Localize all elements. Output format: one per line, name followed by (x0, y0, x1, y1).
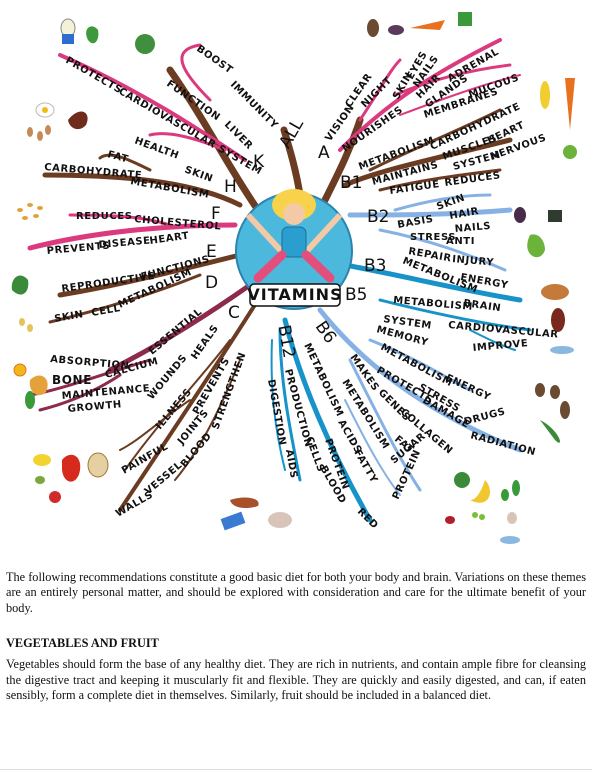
word-heart-f: HEART (149, 231, 190, 247)
central-image: VITAMINS (235, 189, 353, 310)
vitamin-all: ALL (275, 115, 308, 152)
word-nails-b2: NAILS (454, 221, 491, 235)
word-carbohydrate-h: CARBOHYDRATE (44, 162, 143, 182)
word-injury: INJURY (452, 254, 495, 269)
word-skin-k: SKIN (183, 164, 214, 184)
grains-icon (17, 203, 43, 220)
body-paragraph: Vegetables should form the base of any h… (6, 657, 586, 703)
sun-icon (13, 363, 27, 377)
word-improve: IMPROVE (472, 338, 528, 354)
pepper-icon (62, 454, 81, 482)
word-metabolism-b12: METABOLISM (301, 342, 345, 419)
branch-k-protects (58, 53, 247, 162)
almonds-icon (27, 125, 51, 141)
egg-cup-icon (60, 18, 76, 44)
intro-paragraph: The following recommendations constitute… (6, 570, 586, 615)
vitamin-d: D (205, 273, 218, 293)
broccoli-icon (454, 472, 470, 488)
kiwi-icon (35, 476, 45, 484)
vitamin-e: E (206, 242, 217, 262)
word-aids: AIDS (283, 449, 299, 480)
banana-icon (470, 480, 490, 503)
word-growth: GROWTH (67, 399, 122, 415)
pear-icon (527, 234, 545, 258)
word-stress-b2: STRESS (410, 232, 456, 243)
vitamin-b12: B12 (273, 323, 298, 359)
vitamins-mind-map: VITAMINS K ALL A H B1 F B2 E B3 D B5 C B… (11, 12, 577, 544)
leafy-green-icon (11, 275, 29, 295)
leaf-icon (86, 26, 99, 44)
branch-a (338, 38, 502, 152)
vitamin-b2: B2 (367, 207, 389, 227)
vitamin-c: C (228, 303, 240, 323)
word-cell: CELL (91, 303, 122, 319)
vitamin-b1: B1 (340, 173, 362, 193)
word-brain: BRAIN (463, 298, 502, 314)
berries-icon (548, 210, 562, 222)
greens-icon (458, 12, 472, 26)
cabbage-icon (135, 34, 155, 54)
fish-small-icon (500, 536, 520, 544)
apricot-icon (29, 375, 48, 396)
lemon-icon (33, 454, 51, 466)
word-fat: FAT (106, 149, 129, 165)
tin-icon (220, 511, 246, 531)
leaf-small-icon (25, 391, 35, 409)
word-reduces-f: REDUCES (76, 211, 133, 222)
beans-icon (540, 420, 560, 443)
center-label: VITAMINS (247, 285, 342, 304)
word-red: RED (355, 506, 380, 531)
section-heading: VEGETABLES AND FRUIT (6, 636, 159, 651)
word-bone: BONE (52, 373, 92, 387)
meat-icon (551, 308, 565, 332)
vitamin-a: A (318, 143, 330, 163)
olive-icon (388, 25, 404, 35)
food-illustrations (11, 12, 577, 544)
word-health: HEALTH (133, 135, 180, 161)
vitamin-k: K (253, 152, 265, 172)
carrot-icon-top (410, 20, 445, 30)
vitamin-b5: B5 (345, 285, 367, 305)
onion-icon (87, 452, 109, 478)
vitamin-b6: B6 (311, 317, 340, 347)
word-hair-b2: HAIR (449, 206, 480, 222)
nuts-icon (535, 383, 570, 419)
liver-icon (68, 111, 88, 130)
branch-lines (27, 38, 532, 523)
plum-icon (514, 207, 526, 223)
sweet-potato-icon (230, 497, 259, 508)
word-anti: ANTI (446, 236, 475, 247)
word-protects: PROTECTS (64, 55, 124, 96)
word-fatty: FATTY (351, 448, 379, 485)
word-metabolism-b5: METABOLISM (393, 295, 474, 313)
vitamin-h: H (224, 177, 237, 197)
word-skin-e: SKIN (54, 309, 85, 325)
article-text: The following recommendations constitute… (6, 570, 586, 703)
seeds-icon (19, 318, 33, 332)
apple-icon (563, 145, 577, 159)
vitamin-b3: B3 (364, 256, 386, 276)
carrot-icon (565, 78, 575, 130)
fish-icon (550, 346, 574, 354)
word-drugs: DRUGS (463, 406, 507, 428)
word-immunity: IMMUNITY (228, 79, 280, 131)
mushroom-icon (268, 512, 292, 528)
leaves-icon (501, 480, 520, 501)
strawberry-icon (49, 491, 61, 503)
clam-icon (507, 512, 517, 524)
beans-red-icon (445, 516, 455, 524)
chicken-icon (541, 284, 569, 300)
word-boost: BOOST (194, 43, 234, 76)
vitamin-f: F (211, 204, 221, 224)
corn-icon (540, 81, 550, 109)
word-cardiovascular-b5: CARDIOVASCULAR (448, 320, 559, 341)
peas-icon (472, 512, 485, 520)
word-radiation: RADIATION (469, 430, 537, 458)
word-disease: DISEASE (98, 235, 151, 250)
brown-seed-icon (367, 19, 379, 37)
